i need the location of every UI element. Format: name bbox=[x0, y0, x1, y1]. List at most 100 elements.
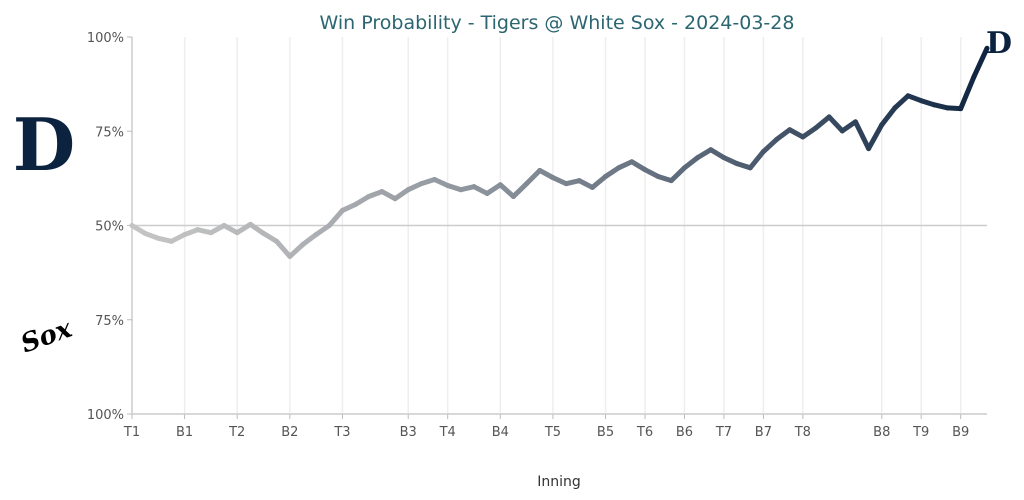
line-segment bbox=[129, 223, 148, 236]
data-point bbox=[682, 165, 687, 171]
line-segment bbox=[668, 165, 687, 184]
data-point bbox=[918, 98, 924, 104]
data-point bbox=[326, 223, 332, 228]
data-point bbox=[418, 181, 424, 187]
y-tick-label: 50% bbox=[95, 220, 124, 235]
data-point bbox=[892, 105, 898, 111]
line-segment bbox=[800, 125, 819, 140]
tigers-logo: D bbox=[13, 102, 75, 187]
x-axis-label: Inning bbox=[537, 474, 581, 490]
svg-text:D: D bbox=[13, 102, 75, 187]
data-point bbox=[274, 238, 280, 244]
data-point bbox=[353, 201, 359, 207]
data-point bbox=[511, 194, 516, 199]
win-probability-line bbox=[129, 45, 990, 259]
line-segment bbox=[826, 114, 845, 134]
line-segment bbox=[852, 119, 872, 152]
data-point bbox=[366, 194, 372, 199]
line-segment bbox=[261, 230, 280, 244]
line-segment bbox=[287, 241, 306, 259]
x-tick-label: B9 bbox=[952, 425, 969, 440]
data-point bbox=[721, 155, 727, 161]
data-point bbox=[537, 168, 543, 173]
x-tick-label: B5 bbox=[597, 425, 614, 440]
data-point bbox=[931, 102, 937, 108]
data-point bbox=[563, 181, 569, 187]
y-tick-label: 100% bbox=[87, 408, 124, 423]
data-point bbox=[760, 149, 766, 155]
data-point bbox=[208, 230, 214, 236]
data-point bbox=[603, 174, 608, 179]
data-point bbox=[221, 223, 227, 228]
data-point bbox=[655, 174, 661, 179]
data-point bbox=[169, 238, 174, 244]
data-point bbox=[879, 122, 885, 128]
data-point bbox=[379, 189, 385, 194]
data-point bbox=[839, 128, 845, 134]
x-tick-label: T5 bbox=[544, 425, 561, 440]
line-segment bbox=[300, 232, 319, 247]
data-point bbox=[484, 191, 490, 196]
line-segment bbox=[839, 119, 858, 134]
data-point bbox=[800, 134, 806, 140]
line-segment bbox=[247, 221, 267, 236]
line-segment bbox=[392, 187, 411, 202]
x-tick-label: B7 bbox=[755, 425, 772, 440]
line-segment bbox=[879, 105, 898, 128]
data-point bbox=[392, 196, 398, 202]
x-tick-label: B1 bbox=[176, 425, 193, 440]
data-point bbox=[629, 159, 635, 165]
svg-text:Sox: Sox bbox=[17, 313, 76, 359]
line-segment bbox=[589, 173, 609, 190]
x-tick-label: T9 bbox=[912, 425, 929, 440]
data-point bbox=[787, 127, 793, 133]
data-point bbox=[432, 177, 437, 182]
line-segment bbox=[524, 167, 543, 187]
y-tick-label: 75% bbox=[95, 314, 124, 329]
line-segment bbox=[760, 137, 780, 155]
data-point bbox=[695, 155, 701, 161]
data-point bbox=[142, 231, 148, 236]
x-tick-label: T2 bbox=[228, 425, 245, 440]
line-segment bbox=[234, 221, 253, 236]
data-point bbox=[734, 161, 740, 167]
line-segment bbox=[510, 181, 530, 199]
x-tick-label: B2 bbox=[281, 425, 298, 440]
data-point bbox=[182, 232, 188, 237]
data-point bbox=[313, 232, 319, 237]
data-point bbox=[287, 254, 293, 259]
x-tick-label: T8 bbox=[794, 425, 811, 440]
x-tick-label: B6 bbox=[676, 425, 693, 440]
data-point bbox=[826, 114, 832, 120]
white-sox-logo: Sox bbox=[17, 313, 76, 359]
data-point bbox=[971, 74, 977, 80]
data-point bbox=[813, 125, 819, 131]
line-segment bbox=[603, 165, 622, 179]
data-point bbox=[642, 167, 648, 173]
line-segment bbox=[747, 149, 766, 171]
line-segment bbox=[353, 193, 372, 207]
data-point bbox=[589, 185, 595, 190]
data-point bbox=[129, 223, 135, 228]
y-tick-label: 100% bbox=[87, 31, 124, 46]
data-point bbox=[945, 105, 950, 111]
data-point bbox=[524, 181, 530, 187]
x-tick-label: T4 bbox=[439, 425, 456, 440]
data-point bbox=[866, 146, 872, 151]
x-tick-label: T3 bbox=[333, 425, 350, 440]
chart-title: Win Probability - Tigers @ White Sox - 2… bbox=[320, 12, 795, 34]
data-point bbox=[261, 231, 266, 236]
svg-text:D: D bbox=[986, 26, 1012, 61]
tigers-end-logo: D bbox=[986, 26, 1012, 61]
line-segment bbox=[774, 127, 793, 143]
x-tick-label: T7 bbox=[715, 425, 732, 440]
data-point bbox=[497, 182, 503, 188]
x-tick-label: B8 bbox=[873, 425, 890, 440]
x-tick-label: T6 bbox=[636, 425, 653, 440]
data-point bbox=[195, 227, 201, 233]
x-tick-label: T1 bbox=[123, 425, 140, 440]
line-segment bbox=[326, 207, 345, 228]
line-segment bbox=[274, 238, 293, 259]
line-segment bbox=[971, 45, 990, 80]
data-point bbox=[445, 183, 451, 188]
